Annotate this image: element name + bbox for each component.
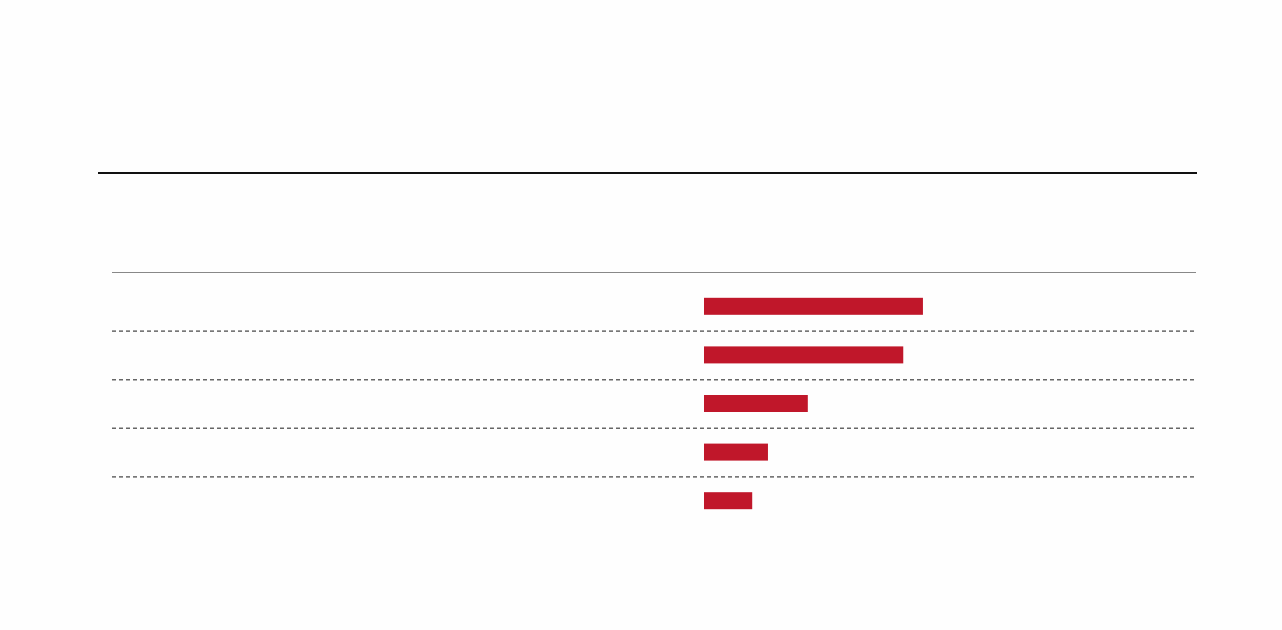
bar [704, 395, 808, 412]
bar [704, 346, 904, 364]
bar [704, 492, 753, 510]
bar [704, 443, 768, 461]
bar [704, 297, 923, 315]
